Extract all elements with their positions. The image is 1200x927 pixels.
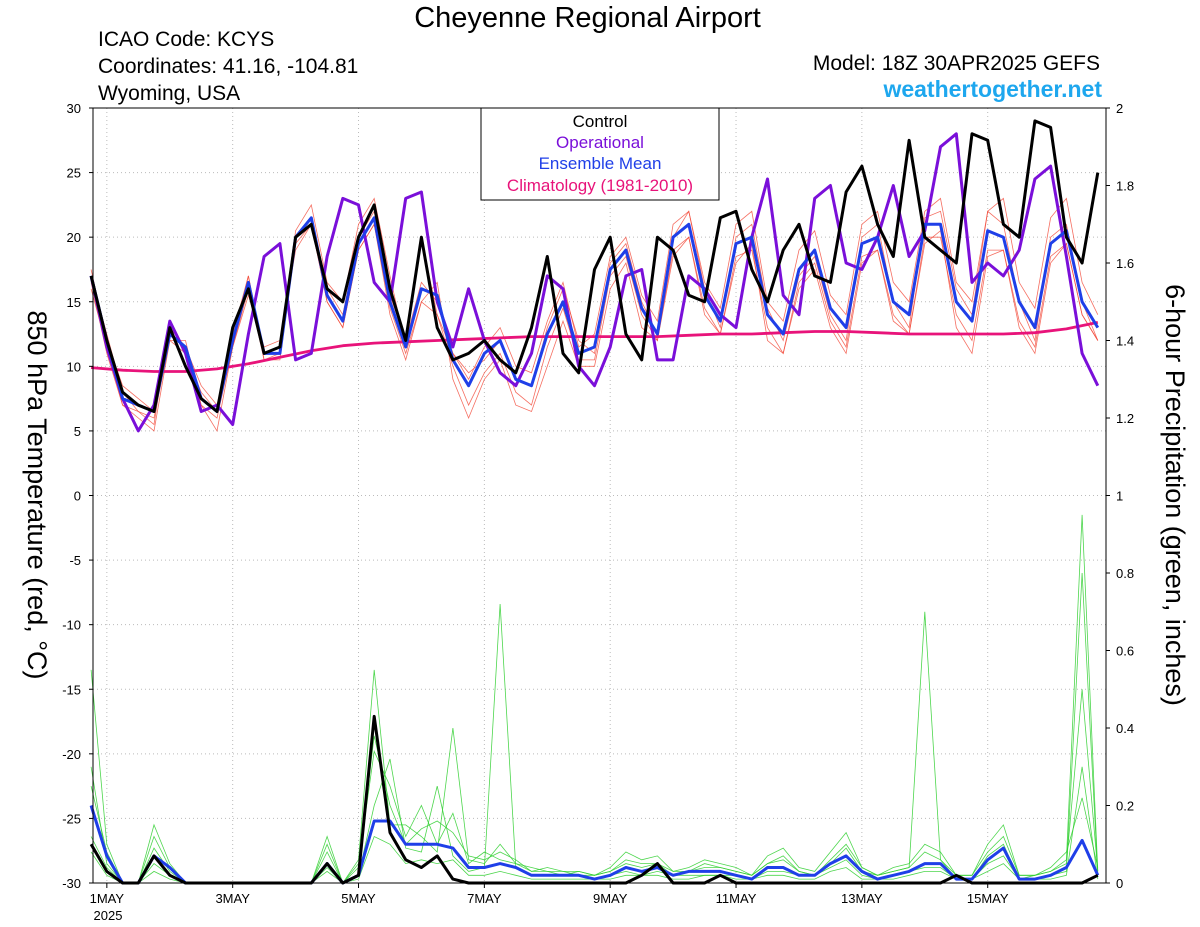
y-tick-label: -20 [62,747,81,762]
x-tick-label: 5MAY [341,891,376,906]
x-axis: 1MAY 3MAY 5MAY 7MAY 9MAY 11MAY 13MAY 15MAY [90,883,1009,906]
icao-code: ICAO Code: KCYS [98,28,275,51]
y-tick-label: -10 [62,618,81,633]
x-tick-label: 9MAY [593,891,628,906]
y2-tick-label: 2 [1116,101,1123,116]
legend-entry: Control [573,112,628,131]
y-tick-label: -30 [62,876,81,891]
right-axis: 2 1.8 1.6 1.4 1.2 1 0.8 0.6 0.4 0.2 0 [1106,101,1134,891]
y-tick-label: 20 [67,230,81,245]
y2-tick-label: 0.2 [1116,799,1134,814]
legend-entry: Operational [556,133,644,152]
y-tick-label: 15 [67,295,81,310]
left-axis: 30 25 20 15 10 5 0 -5 -10 -15 -20 -25 -30 [62,101,93,891]
y-tick-label: 5 [74,424,81,439]
y2-tick-label: 1.6 [1116,256,1134,271]
x-tick-label: 15MAY [967,891,1009,906]
y2-tick-label: 1.8 [1116,179,1134,194]
region: Wyoming, USA [98,82,241,105]
y-tick-label: 30 [67,101,81,116]
legend-box [480,107,720,201]
y-tick-label: -25 [62,811,81,826]
plot-background [93,108,1106,883]
y-tick-label: 0 [74,489,81,504]
legend: Control Operational Ensemble Mean Climat… [480,107,720,201]
coordinates: Coordinates: 41.16, -104.81 [98,55,359,78]
y2-tick-label: 0.4 [1116,721,1134,736]
legend-entry: Climatology (1981-2010) [507,176,693,195]
legend-entry: Ensemble Mean [539,154,662,173]
y-tick-label: 25 [67,166,81,181]
y2-axis-label: 6-hour Precipitation (green, inches) [1160,284,1190,706]
website-link[interactable]: weathertogether.net [883,76,1102,102]
page-title: Cheyenne Regional Airport [414,2,761,34]
x-tick-label: 13MAY [841,891,883,906]
y-tick-label: 10 [67,359,81,374]
x-tick-label: 3MAY [215,891,250,906]
y2-tick-label: 1.4 [1116,334,1134,349]
y2-tick-label: 0.8 [1116,566,1134,581]
operational-line-temp [89,132,1100,433]
y2-tick-label: 1 [1116,489,1123,504]
y-tick-label: -15 [62,682,81,697]
x-tick-label: 7MAY [467,891,502,906]
climatology-line-temp [90,321,1099,373]
y2-tick-label: 0 [1116,876,1123,891]
x-axis-year: 2025 [94,908,123,923]
x-tick-label: 1MAY [90,891,125,906]
x-tick-label: 11MAY [716,891,757,906]
y2-tick-label: 1.2 [1116,411,1134,426]
y-axis-label: 850 hPa Temperature (red, °C) [22,311,52,680]
model-run: Model: 18Z 30APR2025 GEFS [812,52,1100,75]
y-tick-label: -5 [69,553,81,568]
control-line-temp [89,119,1100,413]
y2-tick-label: 0.6 [1116,644,1134,659]
